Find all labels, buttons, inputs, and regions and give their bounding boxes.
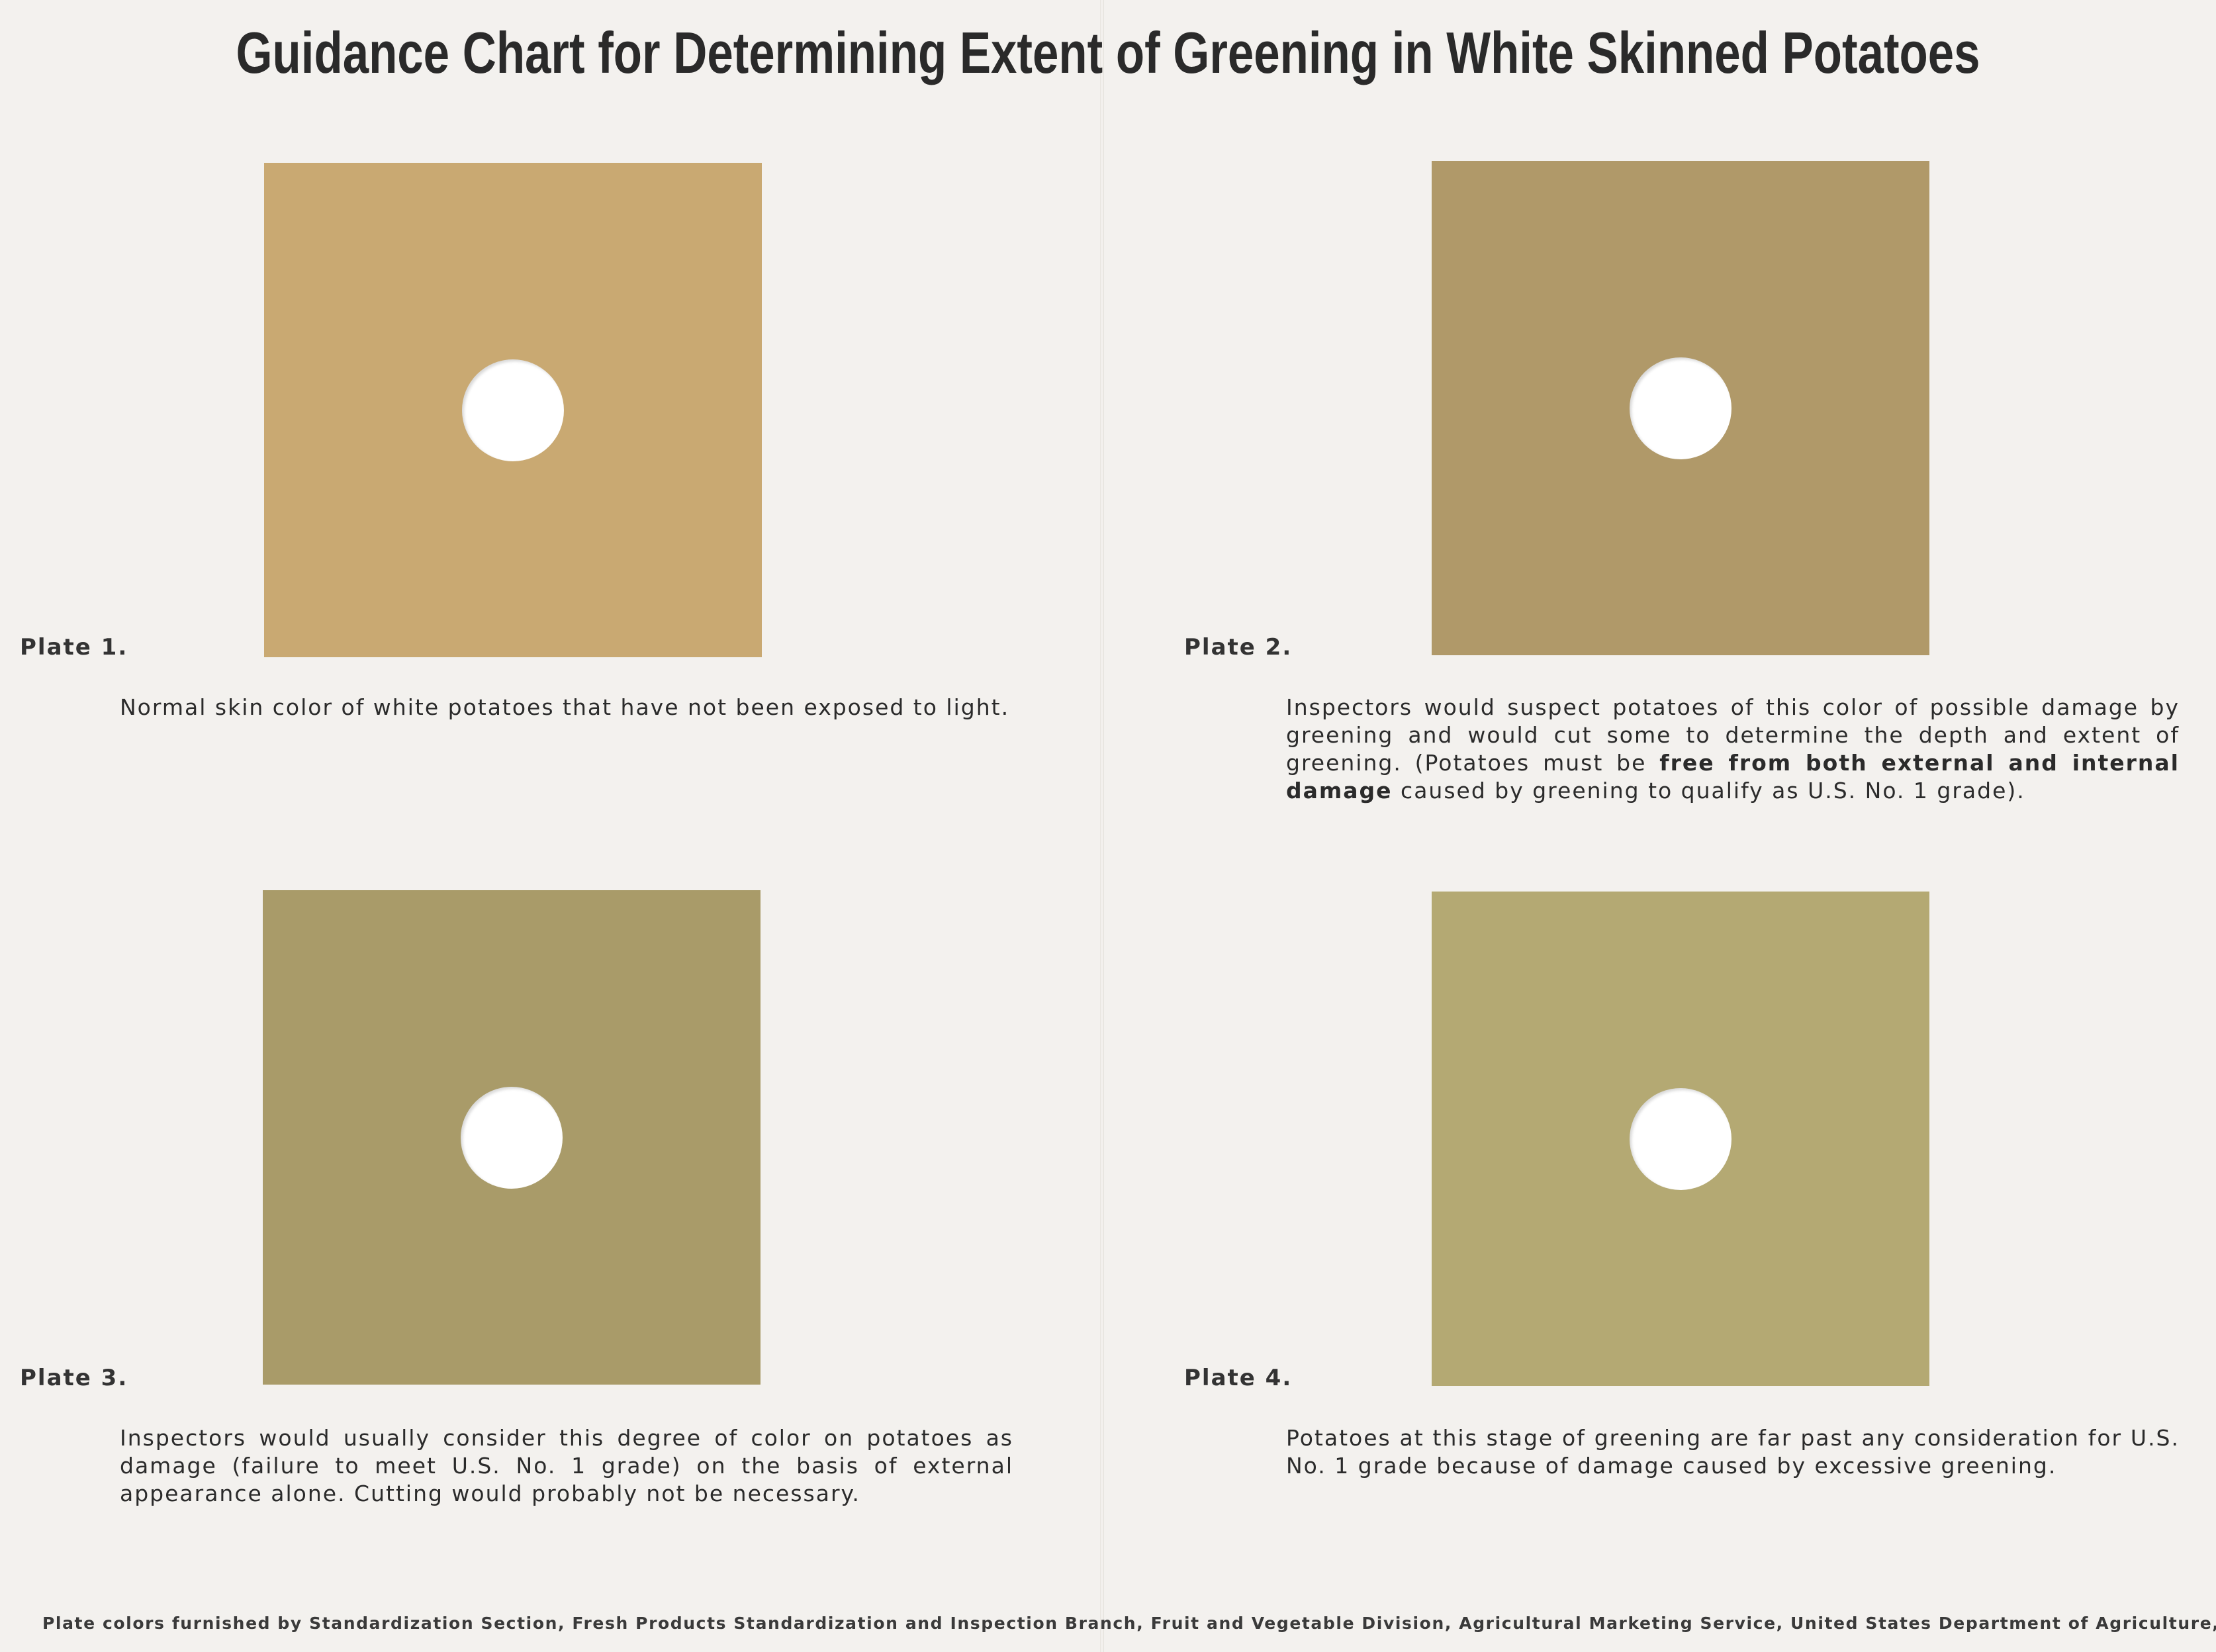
plate-swatch <box>1432 892 1929 1386</box>
plate-description: Normal skin color of white potatoes that… <box>120 694 1013 721</box>
plate-description: Potatoes at this stage of greening are f… <box>1286 1424 2180 1480</box>
plate-swatch <box>264 163 762 657</box>
plate-swatch <box>1432 161 1929 655</box>
plate-label: Plate 1. <box>20 634 128 661</box>
text: Normal skin color of white potatoes that… <box>120 694 1010 720</box>
hole <box>1630 357 1731 459</box>
text: caused by greening to qualify as U.S. No… <box>1392 778 2025 803</box>
plate-label: Plate 2. <box>1184 634 1293 661</box>
plate-description: Inspectors would suspect potatoes of thi… <box>1286 694 2180 805</box>
hole <box>1630 1088 1731 1190</box>
text: Potatoes at this stage of greening are f… <box>1286 1425 2180 1479</box>
plate-label: Plate 4. <box>1184 1365 1293 1391</box>
hole <box>461 1087 563 1189</box>
text: Inspectors would usually consider this d… <box>120 1425 1013 1506</box>
title: Guidance Chart for Determining Extent of… <box>236 20 1980 85</box>
plate-label: Plate 3. <box>20 1365 128 1391</box>
plate-swatch <box>263 890 761 1385</box>
footer-note: Plate colors furnished by Standardizatio… <box>42 1614 2216 1633</box>
title-area: Guidance Chart for Determining Extent of… <box>236 20 1980 85</box>
bold-text: free from both external and internal dam… <box>1286 750 2180 803</box>
fold-line <box>1100 0 1104 1652</box>
plate-description: Inspectors would usually consider this d… <box>120 1424 1013 1508</box>
hole <box>462 359 564 461</box>
text: Inspectors would suspect potatoes of thi… <box>1286 694 2180 776</box>
